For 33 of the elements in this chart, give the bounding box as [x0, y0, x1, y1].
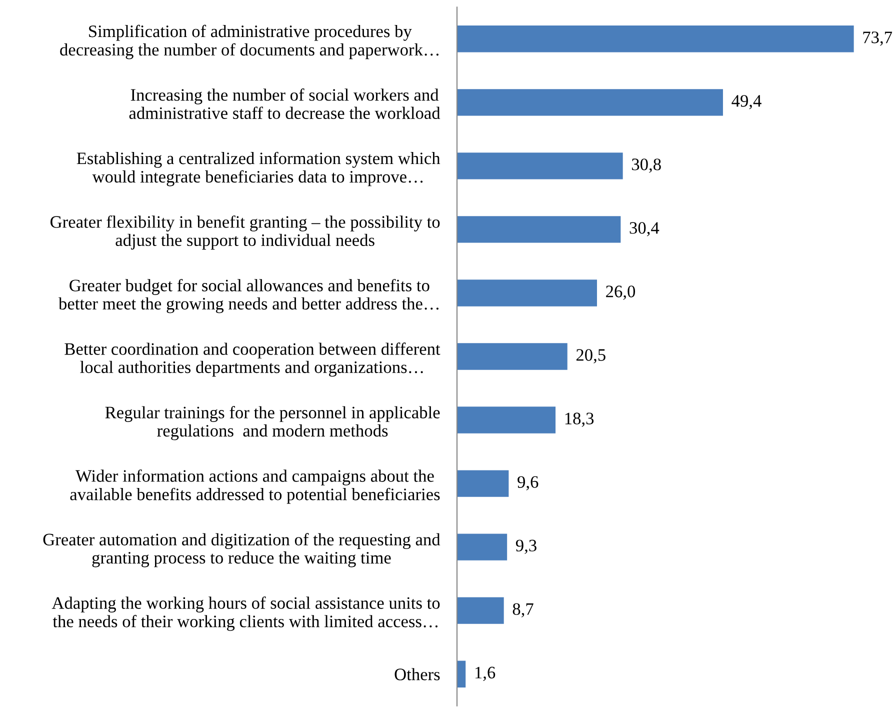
bar — [457, 406, 556, 434]
data-label: 20,5 — [576, 349, 606, 364]
y-tick-label: Wider information actions and campaigns about the available benefits addressed to potential beneficiaries — [70, 469, 440, 504]
data-label: 26,0 — [606, 286, 636, 300]
bar — [457, 597, 504, 624]
y-tick-label: Adapting the working hours of social assistance units to the needs of their working clients with limited access… — [52, 596, 440, 631]
data-label: 73,7 — [863, 32, 892, 46]
bar — [457, 152, 623, 180]
data-label: 8,7 — [512, 603, 534, 618]
data-label: 1,6 — [475, 666, 496, 681]
bar — [457, 216, 621, 243]
bar — [457, 660, 466, 688]
y-tick-label: Regular trainings for the personnel in applicable regulations and modern methods — [105, 406, 440, 440]
y-tick-label: Greater automation and digitization of the requesting and granting process to reduce the waiting time — [43, 533, 440, 568]
data-label: 9,3 — [516, 540, 536, 554]
data-label: 9,6 — [518, 476, 538, 490]
bar — [457, 26, 854, 52]
data-label: 49,4 — [732, 95, 762, 110]
y-tick-label: Greater budget for social allowances and benefits to better meet the growing needs and better address the… — [58, 278, 438, 314]
bar — [457, 343, 568, 370]
bar — [457, 470, 509, 497]
y-tick-label: Better coordination and cooperation between different local authorities departments and organizations… — [64, 342, 440, 377]
y-tick-label: Simplification of administrative procedures by decreasing the number of documents and paperwork… — [60, 24, 438, 60]
bar — [457, 89, 723, 116]
y-tick-label: Others — [394, 668, 440, 680]
y-tick-label: Greater flexibility in benefit granting – the possibility to adjust the support to individual needs — [50, 215, 440, 250]
bar — [457, 534, 508, 560]
bar — [457, 280, 597, 306]
data-label: 18,3 — [565, 412, 594, 427]
data-label: 30,4 — [630, 222, 660, 236]
y-tick-label: Establishing a centralized information system which would integrate beneficiaries data to improve… — [76, 152, 440, 186]
y-tick-label: Increasing the number of social workers and administrative staff to decrease the workload — [129, 88, 440, 119]
data-label: 30,8 — [632, 158, 661, 173]
